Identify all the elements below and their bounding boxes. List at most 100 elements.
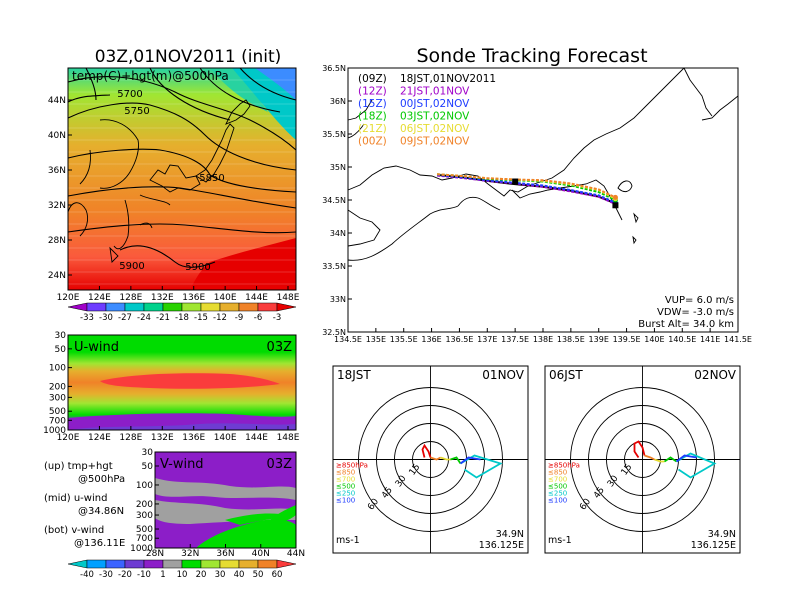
- colorbar-swatch: [181, 559, 202, 569]
- colorbar-label: 30: [215, 570, 226, 580]
- x-tick-label: 135E: [366, 335, 386, 344]
- colorbar-label: 40: [234, 570, 245, 580]
- y-tick-label: 500: [136, 525, 153, 535]
- y-tick-label: 36.5N: [322, 64, 346, 73]
- contour-label-5850: 5850: [199, 173, 224, 184]
- colorbar-label: -15: [194, 313, 208, 323]
- y-tick-label: 1000: [43, 426, 66, 436]
- track-map: (09Z) 18JST,01NOV2011 (12Z) 21JST,01NOV (15Z…: [347, 67, 739, 333]
- hodograph-level-label: ≤850: [336, 469, 355, 477]
- y-tick-label: 500: [49, 407, 66, 417]
- vup-text: VUP= 6.0 m/s: [665, 295, 734, 306]
- hodograph-trace: [421, 443, 432, 458]
- hodograph-time: 06JST: [549, 368, 583, 382]
- y-tick-label: 300: [136, 511, 153, 521]
- track-legend-text: 00JST,02NOV: [400, 98, 470, 110]
- colorbar-swatch: [276, 559, 297, 569]
- colorbar-label: -30: [99, 313, 113, 323]
- y-tick-label: 28N: [48, 236, 66, 246]
- track-y-axis: 36.5N 36N 35.5N 35N 34.5N 34N 33.5N 33N 32.5N: [322, 64, 352, 337]
- y-tick-label: 36N: [330, 97, 346, 106]
- colorbar-label: 10: [177, 570, 188, 580]
- x-tick-label: 132E: [151, 293, 174, 303]
- colorbar-label: -3: [273, 313, 281, 323]
- hodograph-level-label: ≥850hPa: [548, 462, 580, 470]
- y-tick-label: 40N: [48, 131, 66, 141]
- upper-map-warm-region: [190, 238, 296, 290]
- hodograph-level-label: ≤850: [548, 469, 567, 477]
- y-tick-label: 24N: [48, 271, 66, 281]
- y-tick-label: 34.5N: [322, 196, 346, 205]
- y-tick-label: 700: [136, 534, 153, 544]
- x-tick-label: 134.5E: [334, 335, 362, 344]
- left-title: 03Z,01NOV2011 (init): [95, 47, 282, 67]
- x-tick-label: 44N: [287, 549, 305, 559]
- colorbar-label: 20: [196, 570, 207, 580]
- y-tick-label: 100: [49, 364, 66, 374]
- x-tick-label: 140E: [214, 293, 237, 303]
- colorbar-swatch: [238, 302, 259, 312]
- colorbar-swatch: [124, 302, 145, 312]
- hodograph-lat: 34.9N: [708, 529, 736, 540]
- hodograph-level-label: ≤250: [548, 490, 567, 498]
- colorbar-label: -10: [137, 570, 151, 580]
- hodograph-trace: [644, 454, 655, 461]
- track-legend-code: (09Z): [358, 73, 387, 85]
- hodograph-level-label: ≤100: [336, 497, 355, 505]
- track-legend-code: (18Z): [358, 111, 387, 123]
- track-map-coastline: [347, 67, 739, 261]
- colorbar-swatch: [219, 302, 240, 312]
- y-tick-label: 30: [142, 448, 154, 458]
- x-tick-label: 141.5E: [724, 335, 752, 344]
- x-tick-label: 36N: [216, 549, 234, 559]
- x-tick-label: 136.5E: [445, 335, 473, 344]
- colorbar-swatch: [143, 559, 164, 569]
- track-series-line: [437, 173, 616, 199]
- colorbar-label: -12: [213, 313, 227, 323]
- contour-label-5750: 5750: [124, 106, 149, 117]
- colorbar-swatch: [67, 559, 88, 569]
- wind-colorbar: -40 -30 -20 -10 1 10 20 30 40 50 60: [67, 559, 297, 580]
- note-mid-a: (mid) u-wind: [44, 493, 107, 504]
- track-x-axis: 134.5E 135E 135.5E 136E 136.5E 137E 137.5E 138E…: [334, 328, 752, 344]
- u-wind-x-axis: 120E 124E 128E 132E 136E 140E 144E 148E: [57, 426, 300, 443]
- colorbar-swatch: [124, 559, 145, 569]
- track-legend-code: (21Z): [358, 123, 387, 135]
- hodograph-lon: 136.125E: [691, 540, 736, 551]
- panel-notes: (up) tmp+hgt @500hPa (mid) u-wind @34.86…: [44, 461, 125, 549]
- contour-label-5900-b: 5900: [185, 262, 210, 273]
- colorbar-label: -40: [80, 570, 94, 580]
- hodograph-unit: ms-1: [336, 535, 360, 546]
- x-tick-label: 148E: [277, 293, 300, 303]
- y-tick-label: 200: [49, 382, 66, 392]
- burst-alt-text: Burst Alt= 34.0 km: [638, 319, 734, 330]
- upper-map-label: temp(C)+hgt(m)@500hPa: [72, 69, 229, 83]
- hodograph-time: 18JST: [337, 368, 371, 382]
- y-tick-label: 33.5N: [322, 262, 346, 271]
- track-legend-text: 06JST,02NOV: [400, 123, 470, 135]
- temp-colorbar: -33 -30 -27 -24 -21 -18 -15 -12 -9 -6 -3: [67, 302, 297, 323]
- x-tick-label: 144E: [245, 433, 268, 443]
- colorbar-swatch: [200, 559, 221, 569]
- track-legend-code: (12Z): [358, 86, 387, 98]
- hodograph-level-label: ≤250: [336, 490, 355, 498]
- colorbar-swatch: [105, 302, 126, 312]
- hodograph-trace: [654, 458, 665, 463]
- hodograph-trace: [440, 456, 451, 461]
- upper-map: 5700 5750 5850 5900 5900 temp(C)+hgt(m)@…: [67, 67, 297, 291]
- coastline: [67, 99, 251, 263]
- x-tick-label: 135.5E: [390, 335, 418, 344]
- x-tick-label: 120E: [57, 293, 80, 303]
- y-tick-label: 50: [142, 462, 154, 472]
- x-tick-label: 137E: [477, 335, 497, 344]
- track-legend-text: 09JST,02NOV: [400, 136, 470, 148]
- track-series-line: [437, 173, 616, 204]
- y-tick-label: 100: [136, 481, 153, 491]
- colorbar-swatch: [105, 559, 126, 569]
- hodograph-trace: [430, 456, 441, 461]
- x-tick-label: 124E: [88, 293, 111, 303]
